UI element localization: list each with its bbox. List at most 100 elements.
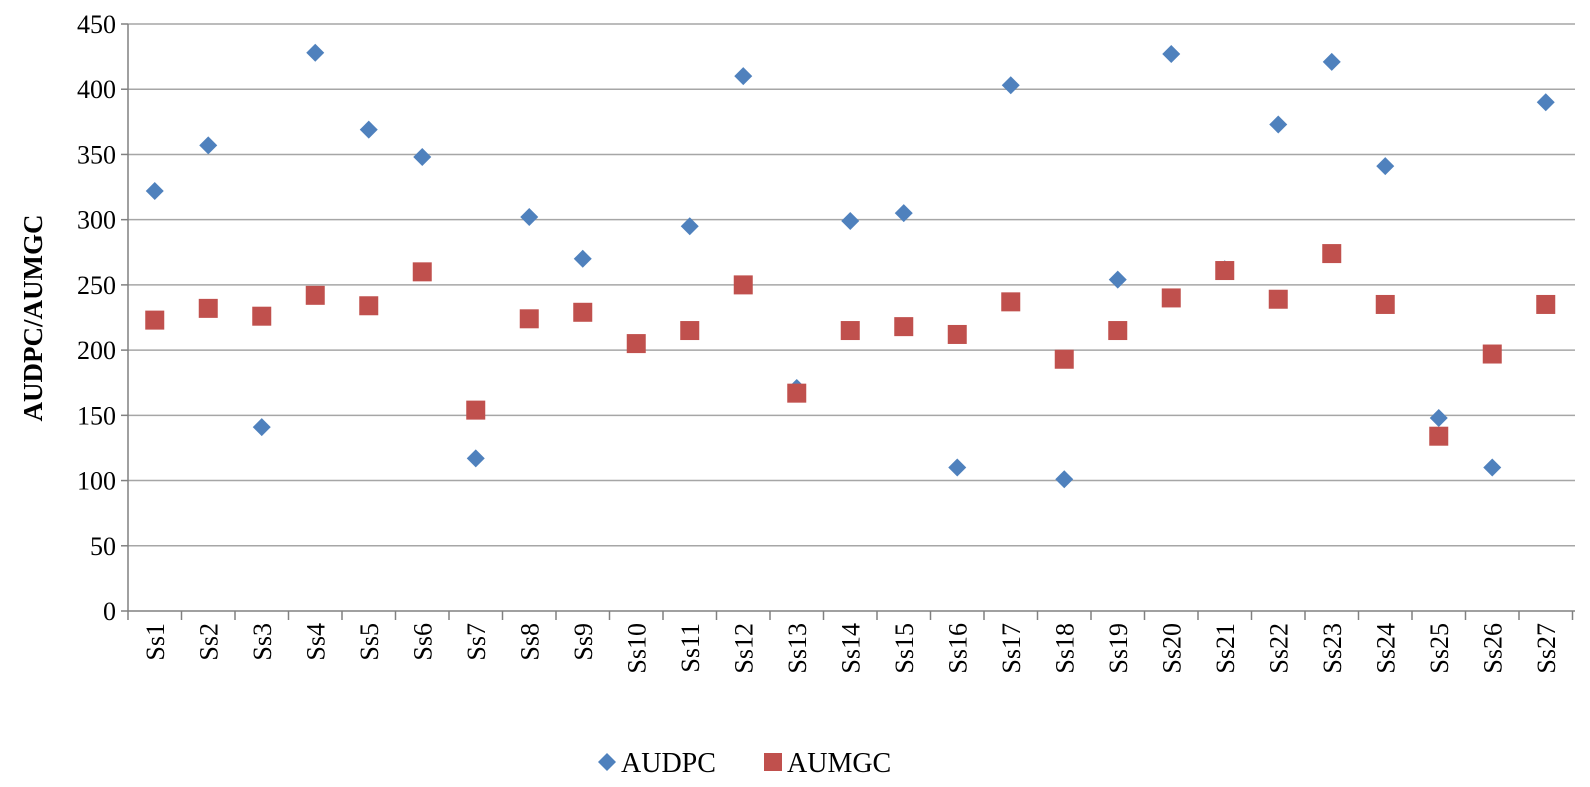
x-tick-label: Ss5	[355, 623, 384, 661]
audpc-point	[1001, 76, 1020, 95]
aumgc-point	[840, 321, 860, 341]
x-tick-label: Ss1	[141, 623, 170, 661]
aumgc-point	[198, 298, 218, 318]
x-tick-label: Ss12	[729, 623, 758, 674]
x-tick-label: Ss6	[408, 623, 437, 661]
x-tick-label: Ss27	[1532, 623, 1561, 674]
aumgc-point	[680, 321, 700, 341]
aumgc-point	[787, 383, 807, 403]
audpc-point	[1429, 408, 1448, 427]
x-tick-label: Ss4	[301, 623, 330, 661]
aumgc-point	[412, 262, 432, 282]
x-tick-label: Ss9	[569, 623, 598, 661]
aumgc-point	[1054, 349, 1074, 369]
aumgc-point	[466, 400, 486, 420]
legend-label: AUDPC	[621, 748, 716, 779]
x-tick-label: Ss8	[515, 623, 544, 661]
x-tick-label: Ss3	[248, 623, 277, 661]
x-tick-label: Ss7	[462, 623, 491, 661]
audpc-point	[359, 120, 378, 139]
audpc-point	[841, 211, 860, 230]
y-tick-label: 200	[77, 336, 116, 365]
aumgc-point	[1429, 426, 1449, 446]
aumgc-point	[626, 334, 646, 354]
legend-diamond-marker	[598, 753, 616, 771]
audpc-point	[306, 43, 325, 62]
series-audpc	[145, 43, 1555, 489]
audpc-point	[252, 418, 271, 437]
y-tick-label: 100	[77, 467, 116, 496]
x-tick-label: Ss10	[622, 623, 651, 674]
aumgc-point	[359, 296, 379, 316]
audpc-point	[1483, 458, 1502, 477]
legend-square-marker	[764, 753, 782, 771]
x-tick-label: Ss15	[890, 623, 919, 674]
aumgc-point	[252, 306, 272, 326]
x-tick-label: Ss20	[1157, 623, 1186, 674]
x-tick-label: Ss18	[1050, 623, 1079, 674]
audpc-point	[1108, 270, 1127, 289]
aumgc-point	[1215, 261, 1235, 281]
gridlines	[128, 23, 1575, 547]
y-axis-title: AUDPC/AUMGC	[18, 215, 48, 422]
audpc-point	[1162, 45, 1181, 64]
series-aumgc	[145, 244, 1556, 446]
aumgc-point	[573, 302, 593, 322]
audpc-point	[894, 204, 913, 223]
x-tick-label: Ss17	[997, 623, 1026, 674]
audpc-point	[680, 217, 699, 236]
audpc-point	[520, 208, 539, 227]
aumgc-point	[1482, 344, 1502, 364]
audpc-point	[199, 136, 218, 155]
legend-item-aumgc: AUMGC	[764, 748, 891, 779]
audpc-point	[1376, 157, 1395, 176]
audpc-point	[734, 67, 753, 86]
x-tick-label: Ss26	[1478, 623, 1507, 674]
aumgc-point	[733, 275, 753, 295]
aumgc-point	[947, 324, 967, 344]
aumgc-point	[1268, 289, 1288, 309]
x-axis: Ss1 Ss2 Ss3 Ss4 Ss5 Ss6 Ss7 Ss8 Ss9 Ss10 Ss11 Ss12 S…	[127, 610, 1575, 674]
x-tick-label: Ss11	[676, 623, 705, 673]
series-layer	[145, 43, 1556, 489]
aumgc-point	[1375, 294, 1395, 314]
x-tick-label: Ss23	[1318, 623, 1347, 674]
aumgc-point	[519, 309, 539, 329]
y-tick-label: 450	[77, 10, 116, 39]
aumgc-point	[894, 317, 914, 337]
audpc-point	[413, 148, 432, 167]
x-tick-label: Ss21	[1211, 623, 1240, 674]
y-tick-label: 150	[77, 401, 116, 430]
x-tick-label: Ss16	[943, 623, 972, 674]
y-tick-label: 250	[77, 271, 116, 300]
x-tick-label: Ss14	[836, 623, 865, 674]
y-tick-label: 350	[77, 140, 116, 169]
aumgc-point	[145, 310, 165, 330]
y-tick-label: 300	[77, 206, 116, 235]
y-tick-label: 0	[103, 597, 116, 626]
audpc-point	[1536, 93, 1555, 112]
x-tick-label: Ss24	[1371, 623, 1400, 674]
x-tick-label: Ss2	[194, 623, 223, 661]
audpc-point	[1322, 52, 1341, 71]
aumgc-point	[1001, 292, 1021, 312]
x-tick-label: Ss19	[1104, 623, 1133, 674]
legend-item-audpc: AUDPC	[598, 748, 716, 779]
legend: AUDPC AUMGC	[598, 748, 891, 779]
audpc-point	[1055, 470, 1074, 489]
y-tick-label: 50	[90, 532, 116, 561]
x-tick-label: Ss22	[1264, 623, 1293, 674]
aumgc-point	[1108, 321, 1128, 341]
legend-label: AUMGC	[787, 748, 891, 779]
x-tick-label: Ss25	[1425, 623, 1454, 674]
audpc-point	[573, 249, 592, 268]
audpc-point	[1269, 115, 1288, 134]
audpc-point	[948, 458, 967, 477]
aumgc-point	[1322, 244, 1342, 264]
y-tick-label: 400	[77, 75, 116, 104]
aumgc-point	[1536, 294, 1556, 314]
audpc-point	[466, 449, 485, 468]
x-tick-label: Ss13	[783, 623, 812, 674]
y-axis: 0 50 100 150 200 250 300 350 400 450	[77, 10, 129, 626]
